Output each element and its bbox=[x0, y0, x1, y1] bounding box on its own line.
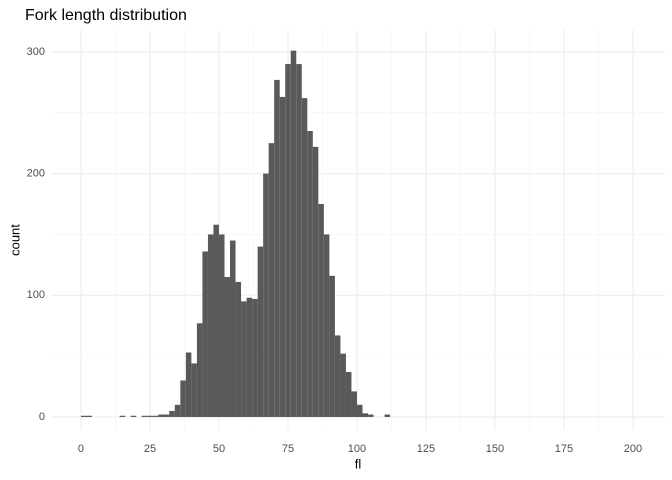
y-tick-label: 200 bbox=[27, 168, 45, 180]
bar bbox=[130, 415, 137, 417]
bar bbox=[246, 297, 253, 417]
bar bbox=[230, 240, 236, 417]
bar bbox=[296, 64, 302, 417]
bar bbox=[196, 323, 203, 417]
bar bbox=[180, 380, 186, 417]
x-tick-label: 125 bbox=[417, 443, 435, 455]
bar bbox=[285, 64, 291, 417]
bar bbox=[329, 275, 335, 417]
y-axis-label: count bbox=[7, 224, 22, 256]
bar bbox=[241, 301, 247, 417]
bar bbox=[141, 415, 148, 417]
bar bbox=[158, 414, 164, 417]
x-tick-label: 200 bbox=[624, 443, 642, 455]
bar bbox=[218, 234, 225, 417]
x-tick-label: 150 bbox=[486, 443, 504, 455]
bar bbox=[235, 281, 242, 417]
x-tick-label: 0 bbox=[78, 443, 84, 455]
bar bbox=[86, 415, 93, 417]
bar bbox=[279, 96, 286, 417]
bar bbox=[213, 224, 219, 417]
bar bbox=[185, 352, 192, 417]
bar bbox=[307, 131, 313, 417]
bar bbox=[301, 98, 308, 417]
x-tick-label: 50 bbox=[213, 443, 225, 455]
y-tick-label: 300 bbox=[27, 46, 45, 58]
bar bbox=[174, 404, 181, 417]
bar bbox=[368, 414, 374, 417]
bar bbox=[351, 391, 357, 417]
bar bbox=[362, 413, 369, 417]
bar bbox=[80, 415, 87, 417]
bar bbox=[340, 353, 346, 417]
x-tick-label: 175 bbox=[555, 443, 573, 455]
bar bbox=[312, 146, 319, 417]
bar bbox=[257, 246, 264, 417]
bar bbox=[274, 79, 280, 417]
bar bbox=[384, 414, 391, 417]
bar bbox=[345, 371, 352, 417]
bar bbox=[169, 410, 175, 417]
bar bbox=[202, 251, 208, 417]
x-tick-label: 100 bbox=[348, 443, 366, 455]
bar bbox=[207, 234, 214, 417]
bar bbox=[334, 335, 341, 417]
x-tick-label: 25 bbox=[144, 443, 156, 455]
bar bbox=[152, 415, 159, 417]
bar bbox=[163, 414, 170, 417]
bar bbox=[119, 415, 126, 417]
chart-title: Fork length distribution bbox=[25, 7, 187, 24]
bar bbox=[147, 415, 153, 417]
bar bbox=[191, 363, 197, 417]
bar bbox=[290, 50, 297, 417]
y-tick-label: 0 bbox=[39, 411, 45, 423]
x-tick-label: 75 bbox=[282, 443, 294, 455]
bar bbox=[268, 143, 275, 417]
y-tick-label: 100 bbox=[27, 289, 45, 301]
bar bbox=[252, 298, 258, 417]
bar bbox=[323, 234, 330, 417]
x-axis-label: fl bbox=[355, 456, 362, 471]
bar bbox=[356, 404, 363, 417]
bar bbox=[318, 204, 324, 417]
bar bbox=[263, 173, 269, 417]
bar bbox=[224, 277, 231, 417]
